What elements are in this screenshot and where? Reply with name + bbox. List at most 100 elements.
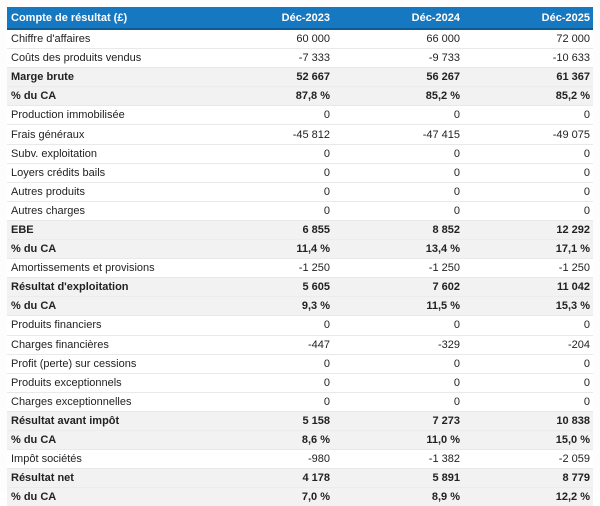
table-row: Subv. exploitation 0 0 0 [7,143,593,164]
row-value-dec-2024: 66 000 [333,29,463,49]
row-label: Résultat net [7,468,203,488]
table-row: Produits exceptionnels 0 0 0 [7,372,593,393]
row-value-dec-2025: 0 [463,315,593,335]
row-label: Produits exceptionnels [7,372,203,393]
row-value-dec-2025: -10 633 [463,48,593,68]
row-value-dec-2023: 7,0 % [203,487,333,506]
table-row: Résultat net 4 178 5 891 8 779 [7,468,593,488]
row-value-dec-2025: 0 [463,162,593,183]
table-row: Résultat avant impôt 5 158 7 273 10 838 [7,410,593,431]
row-value-dec-2025: 85,2 % [463,86,593,106]
row-label: EBE [7,219,203,240]
row-value-dec-2025: 0 [463,200,593,221]
row-label: Produits financiers [7,315,203,335]
row-value-dec-2023: -1 250 [203,258,333,278]
table-row: % du CA 7,0 % 8,9 % 12,2 % [7,487,593,506]
table-row: Impôt sociétés -980 -1 382 -2 059 [7,449,593,469]
row-label: Autres charges [7,200,203,221]
row-value-dec-2023: 9,3 % [203,296,333,316]
row-value-dec-2023: 0 [203,200,333,221]
row-label: % du CA [7,429,203,450]
page: Compte de résultat (£) Déc-2023 Déc-2024… [7,7,593,506]
row-value-dec-2025: 10 838 [463,410,593,431]
row-value-dec-2024: 0 [333,353,463,374]
table-row: Profit (perte) sur cessions 0 0 0 [7,353,593,374]
row-value-dec-2023: 0 [203,162,333,183]
row-label: Production immobilisée [7,105,203,125]
row-value-dec-2024: 11,5 % [333,296,463,316]
row-value-dec-2025: -49 075 [463,124,593,145]
row-value-dec-2025: 61 367 [463,67,593,87]
row-value-dec-2023: -7 333 [203,48,333,68]
table-row: Charges financières -447 -329 -204 [7,334,593,355]
row-value-dec-2023: 87,8 % [203,86,333,106]
row-value-dec-2023: 8,6 % [203,429,333,450]
table-row: % du CA 8,6 % 11,0 % 15,0 % [7,429,593,450]
row-value-dec-2024: 0 [333,181,463,202]
row-label: Coûts des produits vendus [7,48,203,68]
row-value-dec-2024: 7 273 [333,410,463,431]
row-value-dec-2025: 17,1 % [463,239,593,259]
row-value-dec-2023: 6 855 [203,219,333,240]
row-value-dec-2023: -980 [203,449,333,469]
row-value-dec-2024: 0 [333,200,463,221]
row-value-dec-2024: 5 891 [333,468,463,488]
row-value-dec-2025: 0 [463,181,593,202]
row-value-dec-2025: 12,2 % [463,487,593,506]
row-value-dec-2023: 5 605 [203,277,333,297]
row-value-dec-2025: -2 059 [463,449,593,469]
row-value-dec-2024: -329 [333,334,463,355]
row-label: Loyers crédits bails [7,162,203,183]
row-value-dec-2024: 8 852 [333,219,463,240]
row-value-dec-2025: 0 [463,105,593,125]
row-value-dec-2023: 0 [203,105,333,125]
table-row: Coûts des produits vendus -7 333 -9 733 … [7,48,593,68]
row-value-dec-2025: -204 [463,334,593,355]
row-value-dec-2024: 7 602 [333,277,463,297]
row-value-dec-2023: 4 178 [203,468,333,488]
row-value-dec-2024: 0 [333,162,463,183]
row-value-dec-2023: 11,4 % [203,239,333,259]
row-label: Charges financières [7,334,203,355]
header-row: Compte de résultat (£) Déc-2023 Déc-2024… [7,7,593,30]
row-value-dec-2024: 13,4 % [333,239,463,259]
row-label: Résultat d'exploitation [7,277,203,297]
table-row: Production immobilisée 0 0 0 [7,105,593,125]
table-row: Marge brute 52 667 56 267 61 367 [7,67,593,87]
row-value-dec-2025: 0 [463,353,593,374]
row-label: Frais généraux [7,124,203,145]
row-value-dec-2024: 8,9 % [333,487,463,506]
row-value-dec-2023: 0 [203,353,333,374]
row-value-dec-2025: 11 042 [463,277,593,297]
row-value-dec-2023: 0 [203,372,333,393]
table-row: Amortissements et provisions -1 250 -1 2… [7,258,593,278]
row-label: % du CA [7,296,203,316]
row-value-dec-2025: -1 250 [463,258,593,278]
row-value-dec-2024: 85,2 % [333,86,463,106]
table-row: Frais généraux -45 812 -47 415 -49 075 [7,124,593,145]
row-value-dec-2024: 0 [333,105,463,125]
row-label: Charges exceptionnelles [7,391,203,412]
table-row: Produits financiers 0 0 0 [7,315,593,335]
row-value-dec-2023: 5 158 [203,410,333,431]
table-row: Autres charges 0 0 0 [7,200,593,221]
row-value-dec-2025: 72 000 [463,29,593,49]
income-statement-table: Compte de résultat (£) Déc-2023 Déc-2024… [7,7,593,506]
row-value-dec-2024: -9 733 [333,48,463,68]
row-label: Amortissements et provisions [7,258,203,278]
table-row: % du CA 9,3 % 11,5 % 15,3 % [7,296,593,316]
header-column-dec-2023: Déc-2023 [203,7,333,30]
table-row: % du CA 87,8 % 85,2 % 85,2 % [7,86,593,106]
row-value-dec-2025: 15,3 % [463,296,593,316]
table-row: Loyers crédits bails 0 0 0 [7,162,593,183]
row-value-dec-2025: 12 292 [463,219,593,240]
row-label: Impôt sociétés [7,449,203,469]
row-value-dec-2025: 0 [463,143,593,164]
header-column-dec-2024: Déc-2024 [333,7,463,30]
table-row: Résultat d'exploitation 5 605 7 602 11 0… [7,277,593,297]
row-value-dec-2023: -447 [203,334,333,355]
row-value-dec-2024: 0 [333,391,463,412]
row-value-dec-2025: 0 [463,391,593,412]
row-value-dec-2025: 0 [463,372,593,393]
row-value-dec-2023: 60 000 [203,29,333,49]
